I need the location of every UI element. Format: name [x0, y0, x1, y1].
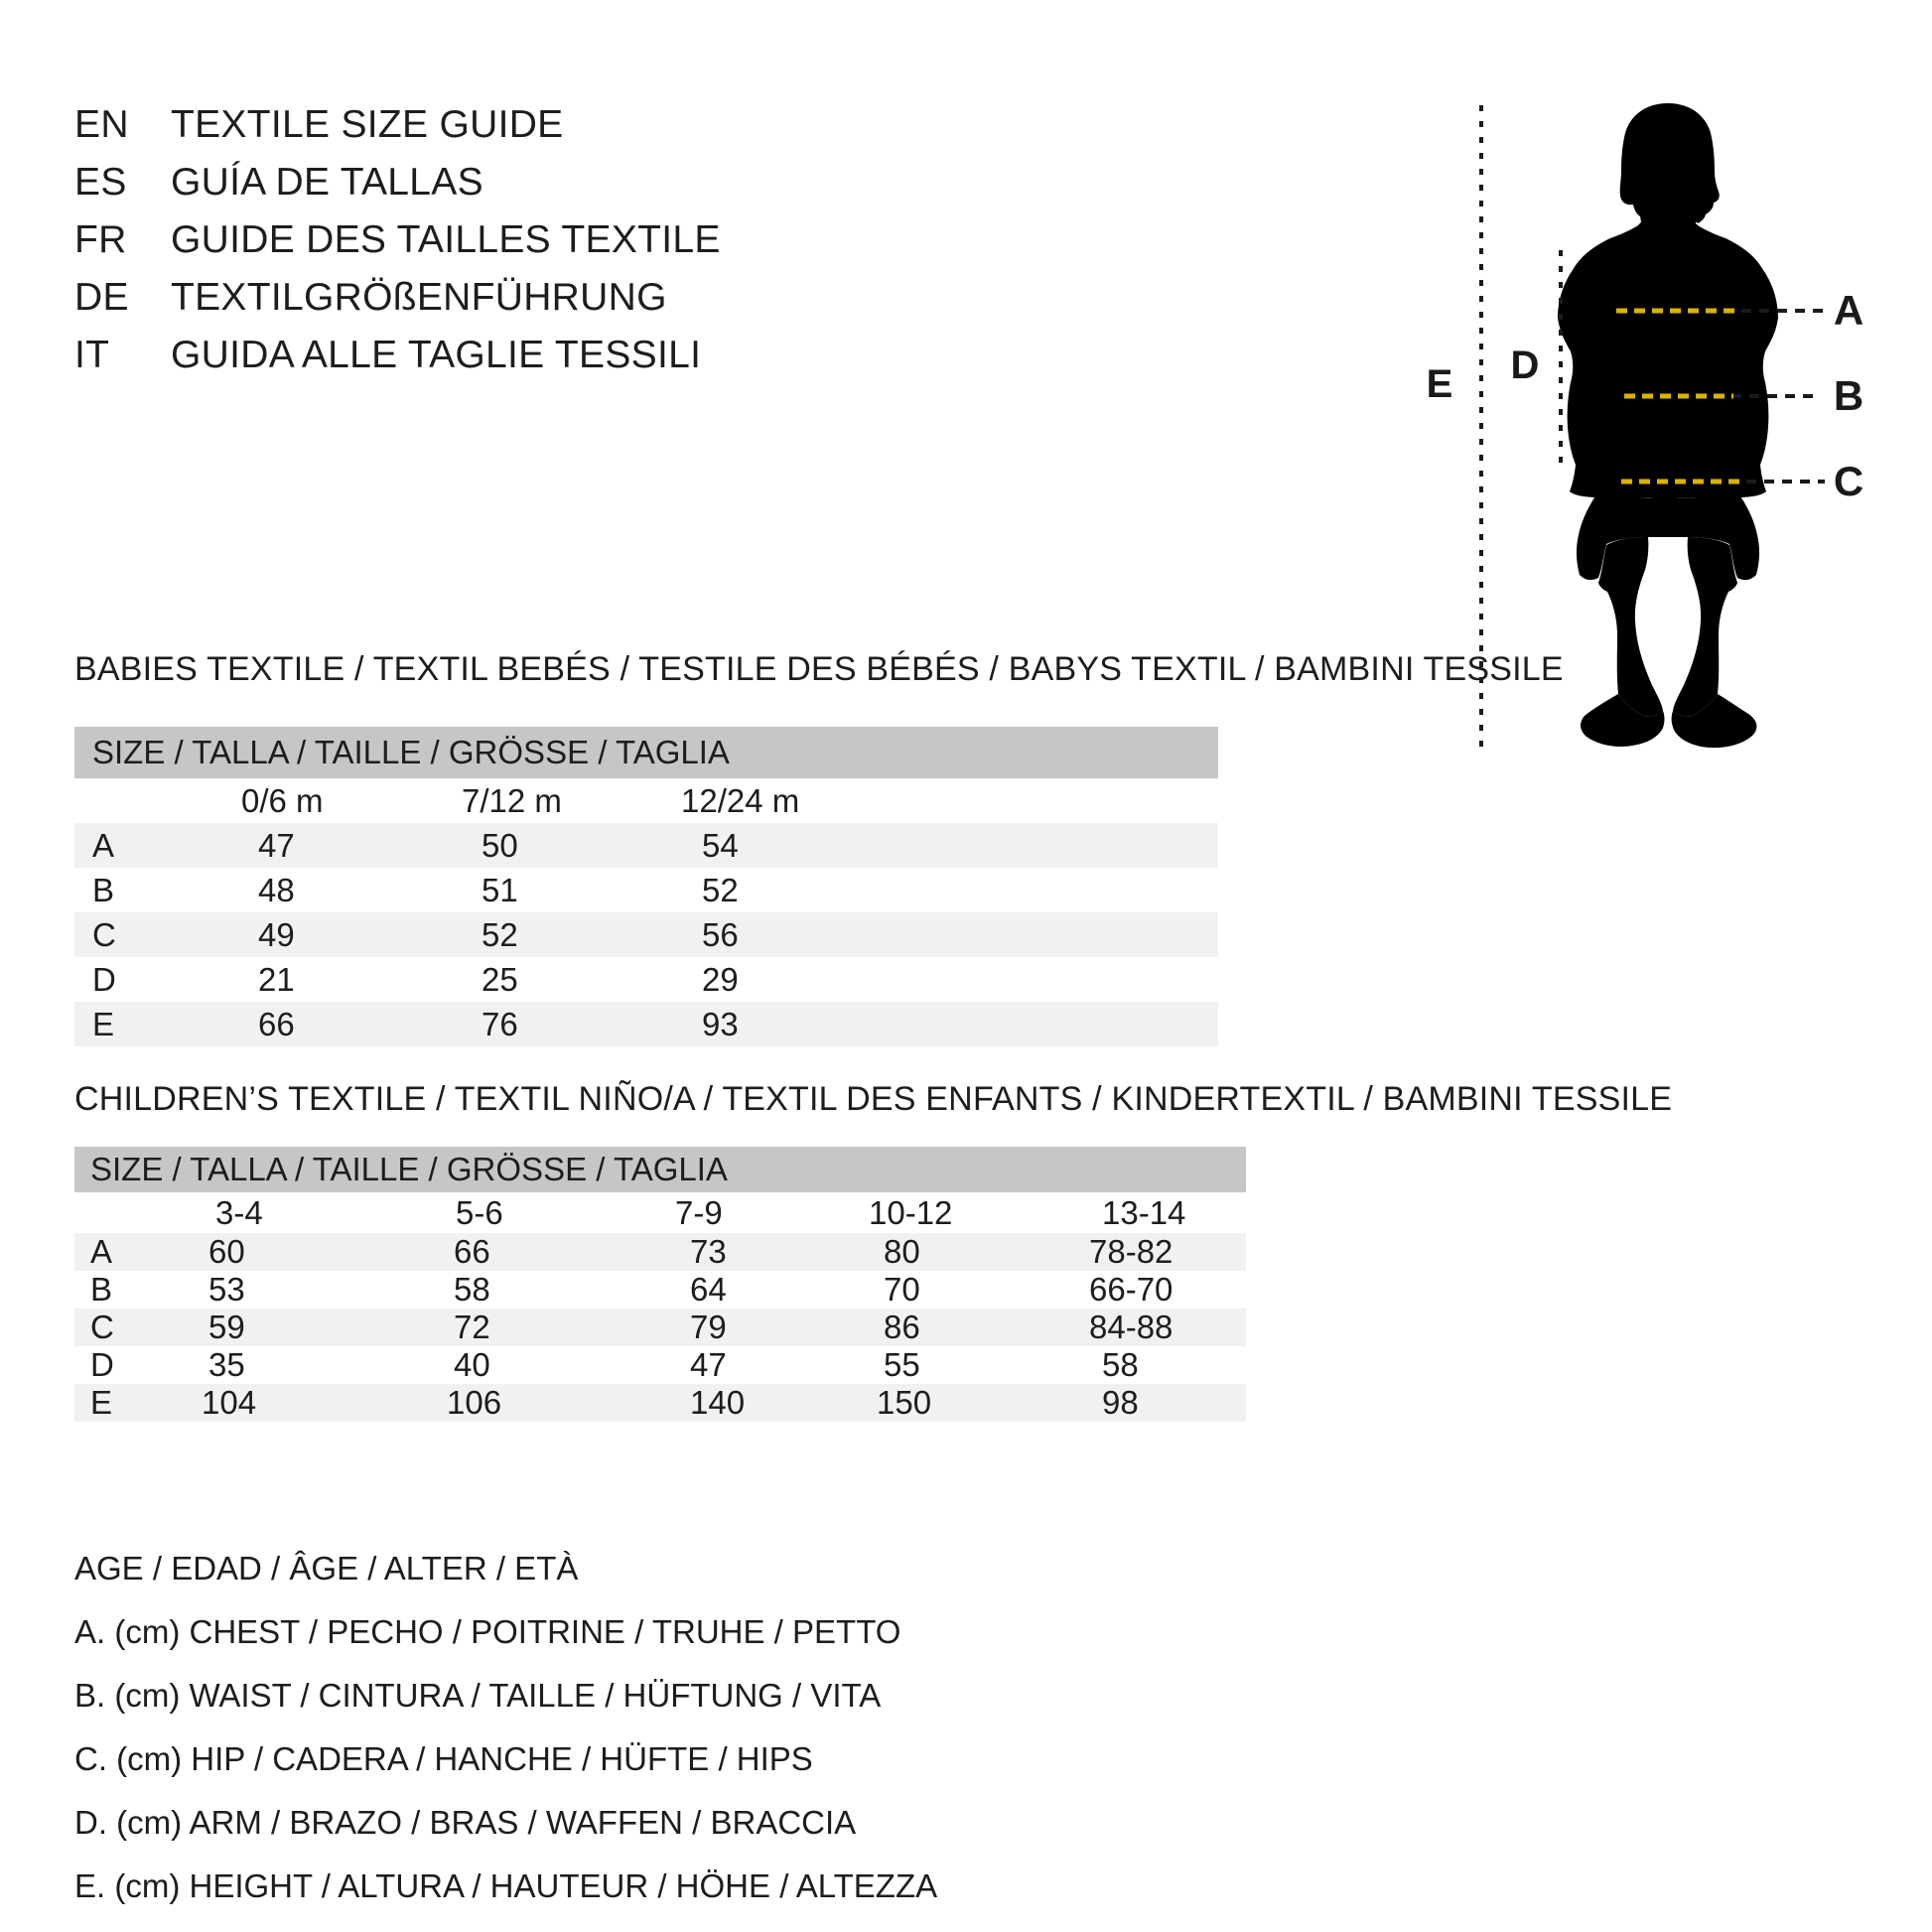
svg-text:C: C: [1834, 458, 1863, 504]
svg-text:E: E: [1427, 362, 1453, 406]
svg-text:A: A: [1834, 287, 1863, 334]
svg-text:D: D: [1511, 344, 1540, 387]
svg-text:B: B: [1834, 372, 1863, 419]
